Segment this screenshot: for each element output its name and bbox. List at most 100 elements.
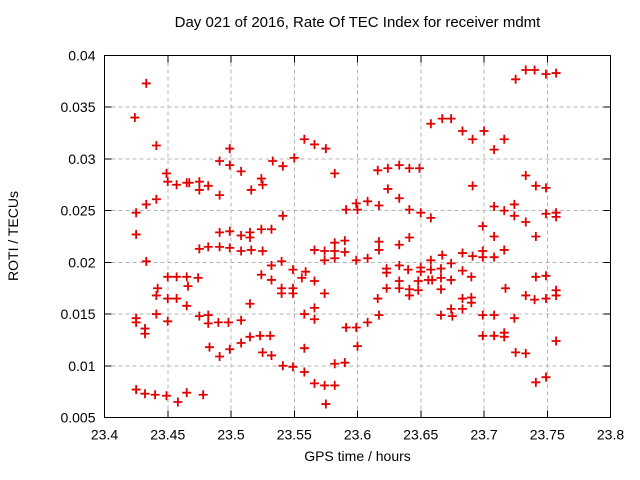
data-point-marker — [288, 288, 298, 298]
data-point-marker — [194, 177, 204, 187]
data-point-marker — [353, 205, 362, 215]
data-point-marker — [182, 301, 192, 311]
data-point-marker — [489, 145, 499, 155]
data-point-marker — [278, 161, 288, 171]
data-point-marker — [511, 74, 521, 84]
data-point-marker — [363, 196, 373, 206]
data-point-marker — [236, 230, 246, 240]
data-point-marker — [256, 174, 266, 184]
data-point-marker — [383, 163, 393, 173]
data-point-marker — [341, 205, 351, 215]
data-point-marker — [509, 211, 519, 221]
data-point-marker — [161, 168, 171, 178]
data-point-marker — [531, 377, 541, 387]
data-point-marker — [551, 68, 561, 78]
data-point-marker — [468, 181, 478, 191]
data-point-marker — [499, 206, 509, 216]
data-point-marker — [288, 265, 298, 275]
data-point-marker — [246, 245, 256, 255]
data-point-marker — [351, 323, 361, 333]
data-point-marker — [309, 245, 319, 255]
data-point-marker — [215, 227, 225, 237]
data-point-marker — [172, 294, 182, 304]
data-point-marker — [309, 378, 319, 388]
data-point-marker — [394, 193, 404, 203]
data-point-marker — [225, 243, 235, 253]
data-point-marker — [161, 391, 171, 401]
data-point-marker — [509, 199, 519, 209]
data-point-marker — [266, 275, 276, 285]
x-axis-label: GPS time / hours — [304, 448, 411, 464]
data-point-marker — [436, 310, 446, 320]
data-point-marker — [457, 126, 467, 136]
data-point-marker — [245, 332, 255, 342]
data-point-marker — [457, 294, 467, 304]
data-points — [130, 65, 561, 409]
data-point-marker — [330, 380, 340, 390]
data-point-marker — [225, 160, 235, 170]
data-point-marker — [437, 114, 447, 124]
data-point-marker — [183, 281, 193, 291]
data-point-marker — [153, 283, 163, 293]
data-point-marker — [140, 389, 150, 399]
data-point-marker — [194, 244, 204, 254]
data-point-marker — [299, 343, 309, 353]
x-tick-label: 23.4 — [91, 427, 118, 443]
data-point-marker — [141, 78, 151, 88]
data-point-marker — [297, 273, 307, 283]
chart-title: Day 021 of 2016, Rate Of TEC Index for r… — [175, 14, 542, 31]
data-point-marker — [215, 242, 225, 252]
data-point-marker — [446, 114, 456, 124]
data-point-marker — [194, 185, 204, 195]
data-point-marker — [131, 385, 141, 395]
data-point-marker — [531, 272, 541, 282]
data-point-marker — [320, 255, 330, 265]
data-point-marker — [198, 390, 208, 400]
data-point-marker — [489, 252, 499, 262]
data-point-marker — [140, 329, 150, 339]
data-point-marker — [203, 242, 213, 252]
data-point-marker — [215, 156, 225, 166]
data-point-marker — [320, 246, 330, 256]
data-point-marker — [416, 208, 426, 218]
data-point-marker — [256, 224, 266, 234]
data-point-marker — [363, 317, 373, 327]
data-point-marker — [204, 342, 214, 352]
data-point-marker — [541, 69, 551, 79]
data-point-marker — [531, 232, 541, 241]
data-point-marker — [215, 190, 225, 200]
data-point-marker — [163, 316, 173, 326]
data-point-marker — [163, 294, 173, 304]
x-tick-label: 23.8 — [597, 427, 624, 443]
data-point-marker — [403, 265, 413, 275]
data-point-marker — [437, 250, 447, 260]
data-point-marker — [489, 331, 499, 341]
data-point-marker — [245, 299, 255, 309]
y-tick-label: 0.04 — [68, 48, 95, 64]
data-point-marker — [478, 221, 488, 231]
data-point-marker — [194, 311, 204, 321]
data-point-marker — [223, 317, 233, 327]
data-point-marker — [341, 323, 351, 333]
data-point-marker — [150, 390, 160, 400]
gridlines — [104, 55, 611, 418]
data-point-marker — [499, 332, 509, 342]
data-point-marker — [468, 251, 478, 261]
y-axis-label: ROTI / TECUs — [5, 191, 21, 281]
data-point-marker — [258, 180, 268, 190]
data-point-marker — [266, 260, 276, 270]
data-point-marker — [288, 362, 298, 372]
data-point-marker — [225, 144, 235, 154]
data-point-marker — [551, 290, 561, 300]
y-tick-label: 0.02 — [68, 254, 95, 270]
data-point-marker — [436, 264, 446, 274]
data-point-marker — [426, 255, 436, 265]
data-point-marker — [414, 163, 424, 173]
data-point-marker — [225, 344, 235, 354]
data-point-marker — [173, 397, 183, 407]
x-tick-label: 23.5 — [217, 427, 244, 443]
data-point-marker — [530, 65, 540, 75]
y-tick-label: 0.03 — [68, 151, 95, 167]
data-point-marker — [530, 295, 540, 305]
data-point-marker — [225, 226, 235, 236]
